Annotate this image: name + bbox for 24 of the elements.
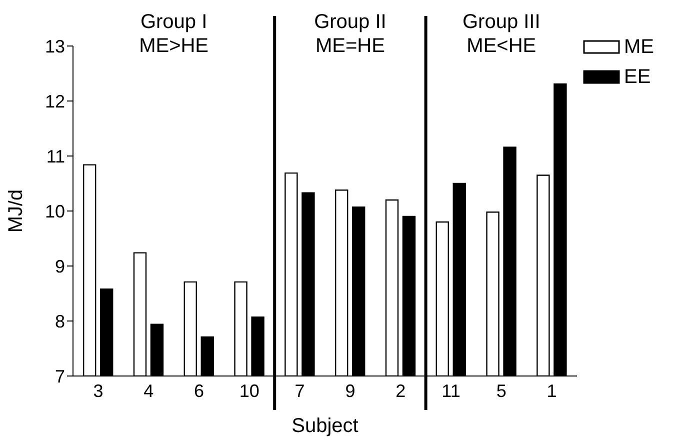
y-axis-title: MJ/d [5,189,28,233]
x-tick-label: 2 [396,380,406,401]
x-tick-label: 10 [239,380,260,401]
x-tick-label: 9 [345,380,356,401]
y-tick-label: 10 [44,201,65,222]
y-tick-label: 11 [46,146,65,166]
annotation: Group I ME>HE [139,11,209,57]
x-tick-label: 7 [294,380,305,401]
y-tick-label: 7 [54,366,65,386]
annotation: Group II ME=HE [314,11,386,57]
annotation: Group III ME<HE [462,11,540,57]
y-tick-label: 9 [54,256,65,276]
x-tick-label: 11 [442,380,460,401]
y-tick-label: 13 [44,36,65,56]
legend-label: EE [624,65,651,90]
x-axis-title: Subject [292,415,359,437]
x-tick-label: 4 [144,380,154,401]
legend-label: ME [624,35,654,60]
x-tick-label: 5 [496,380,506,401]
x-tick-label: 1 [546,380,557,401]
y-tick-label: 8 [54,311,65,332]
x-tick-label: 3 [93,380,104,401]
y-tick-label: 12 [44,91,65,112]
x-tick-label: 6 [194,380,204,401]
